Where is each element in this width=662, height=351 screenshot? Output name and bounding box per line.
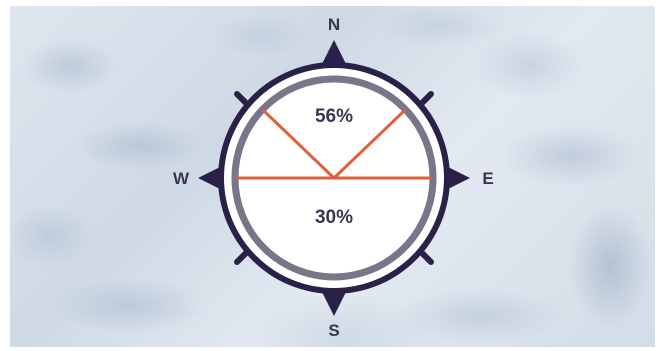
south-pointer [321,290,347,316]
left-wedge-line [262,109,336,180]
west-label: W [173,169,190,188]
lower-percentage-label: 30% [315,207,353,228]
upper-percentage-label: 56% [315,106,353,127]
inner-gray-ring [231,75,437,281]
east-pointer [444,165,470,191]
south-label: S [328,321,339,340]
north-pointer [321,40,347,66]
west-pointer [198,165,224,191]
right-wedge-line [332,109,406,180]
east-label: E [482,169,493,188]
north-label: N [328,15,340,34]
